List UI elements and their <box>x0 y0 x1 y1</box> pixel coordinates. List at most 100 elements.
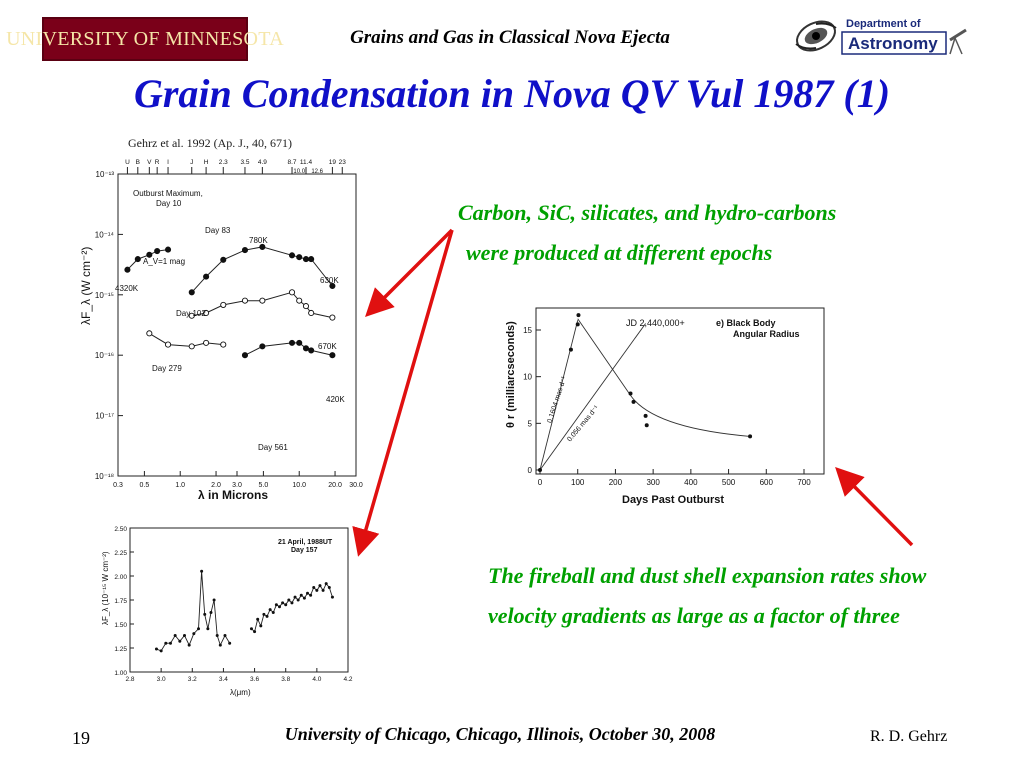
spectrum-x-axis-label: λ(μm) <box>230 688 251 697</box>
sed-data-point <box>288 252 296 259</box>
spectrum-data-point <box>256 617 260 621</box>
band-label: 10.0 <box>293 169 305 175</box>
sed-data-point <box>146 330 153 337</box>
spectrum-data-point <box>268 608 272 612</box>
sed-data-point <box>203 309 210 317</box>
spectrum-data-points <box>154 569 334 653</box>
sed-annotation: Outburst Maximum, <box>133 189 203 198</box>
angular-y-axis-label: θ r (milliarcseconds) <box>505 321 517 428</box>
footer-author: R. D. Gehrz <box>870 728 948 745</box>
angular-epoch-label: JD 2,440,000+ <box>626 318 685 328</box>
sed-data-point <box>308 309 315 317</box>
angular-data-point <box>538 468 542 472</box>
sed-x-ticks: 0.3 0.5 1.0 2.0 3.0 5.0 10.0 20.0 30.0 <box>113 471 363 489</box>
dept-line-1: Department of <box>846 18 921 30</box>
sed-data-point <box>302 256 310 263</box>
spectrum-y-tick-label: 2.50 <box>114 526 127 533</box>
sed-annotation: Day 279 <box>152 364 182 373</box>
sed-annotation: 780K <box>249 236 268 245</box>
angular-x-tick-label: 700 <box>797 478 811 487</box>
spectrum-data-point <box>259 624 263 628</box>
sed-data-point <box>241 352 249 359</box>
spectrum-data-point <box>206 627 210 631</box>
sed-data-point <box>188 289 195 296</box>
sed-y-tick-label: 10⁻¹⁸ <box>95 472 114 481</box>
spectrum-x-tick-label: 3.6 <box>250 676 259 683</box>
angular-x-tick-label: 300 <box>646 478 660 487</box>
sed-data-point <box>203 339 210 346</box>
angular-x-tick-label: 600 <box>760 478 774 487</box>
spectrum-y-tick-label: 1.25 <box>114 646 127 653</box>
sed-annotation: 420K <box>326 395 345 404</box>
sed-data-point <box>288 339 296 346</box>
sed-data-point <box>164 246 172 253</box>
sed-data-point <box>329 314 336 321</box>
sed-y-ticks: 10⁻¹³ 10⁻¹⁴ 10⁻¹⁵ 10⁻¹⁶ 10⁻¹⁷ 10⁻¹⁸ <box>95 170 123 481</box>
sed-data-point <box>308 256 315 263</box>
sed-data-point <box>329 282 336 290</box>
spectrum-data-point <box>287 598 291 602</box>
spectrum-y-axis-label: λF_λ (10⁻¹⁵ W cm⁻²) <box>101 551 110 625</box>
sed-x-tick-label: 3.0 <box>232 482 242 489</box>
spectrum-data-point <box>187 643 191 647</box>
spectrum-data-point <box>209 610 213 614</box>
university-logo: UNIVERSITY OF MINNESOTA <box>6 17 284 61</box>
sed-data-point <box>288 289 296 296</box>
angular-data-point <box>568 347 573 352</box>
sed-x-tick-label: 0.3 <box>113 482 123 489</box>
spectrum-data-point <box>327 586 331 590</box>
band-labels: U B V R I J H 2.3 3.5 4.9 8.7 11.4 19 23 10.0 12.6 <box>125 159 346 175</box>
angular-data-point <box>643 413 648 418</box>
spectrum-data-point <box>293 595 297 599</box>
angular-x-tick-label: 500 <box>722 478 736 487</box>
spectrum-data-point <box>154 647 158 651</box>
spectrum-x-tick-label: 3.8 <box>281 676 290 683</box>
sed-data-points <box>124 243 336 359</box>
band-label: V <box>147 159 152 166</box>
spectrum-data-point <box>200 569 204 573</box>
sed-data-point <box>259 243 266 250</box>
sed-annotation: Day 83 <box>205 226 231 235</box>
sed-data-point <box>134 256 141 263</box>
sed-data-point <box>296 254 303 261</box>
spectrum-x-tick-label: 3.4 <box>219 676 228 683</box>
sed-data-point <box>259 297 266 304</box>
sed-x-tick-label: 0.5 <box>140 482 150 489</box>
spectrum-data-point <box>296 598 300 602</box>
spectrum-data-point <box>277 605 281 609</box>
spectrum-annotation-line-2: Day 157 <box>291 547 318 554</box>
caption-1-line-2: were produced at different epochs <box>466 240 773 265</box>
spectrum-data-point <box>262 612 266 616</box>
spectrum-data-point <box>330 595 334 599</box>
sed-annotation: Day 102 <box>176 309 206 318</box>
angular-data-point <box>628 391 633 396</box>
sed-data-point <box>220 256 227 263</box>
angular-x-axis-label: Days Past Outburst <box>622 494 724 506</box>
spectrum-data-point <box>223 634 227 638</box>
spectrum-plot-frame <box>129 527 349 673</box>
band-label: J <box>190 159 193 166</box>
sed-annotation: 630K <box>320 276 339 285</box>
angular-y-tick-label: 5 <box>528 419 533 428</box>
sed-y-tick-label: 10⁻¹⁷ <box>95 412 114 421</box>
sed-data-point <box>164 341 172 348</box>
spectrum-y-tick-label: 1.00 <box>114 670 127 677</box>
arrow-to-spectrum-chart <box>352 229 454 557</box>
sed-y-tick-label: 10⁻¹⁵ <box>95 291 114 300</box>
angular-data-point <box>575 322 580 327</box>
spectrum-data-point <box>290 601 294 605</box>
band-label: B <box>136 159 140 166</box>
astronomy-department-logo: Department of Astronomy <box>795 18 967 55</box>
sed-x-tick-label: 1.0 <box>175 482 185 489</box>
fit-line-slow <box>539 323 646 471</box>
sed-y-axis-label: λF_λ (W cm⁻²) <box>79 247 93 325</box>
spectrum-data-point <box>274 603 278 607</box>
angular-plot-frame <box>535 307 825 475</box>
sed-y-tick-label: 10⁻¹⁶ <box>95 351 114 360</box>
sed-x-tick-label: 2.0 <box>211 482 221 489</box>
angular-annotation-1: e) Black Body <box>716 318 776 328</box>
sed-chart-title: Gehrz et al. 1992 (Ap. J., 40, 671) <box>128 136 292 150</box>
band-label: R <box>155 159 160 166</box>
spectrum-x-tick-label: 3.2 <box>188 676 197 683</box>
band-label: 8.7 <box>288 159 297 166</box>
